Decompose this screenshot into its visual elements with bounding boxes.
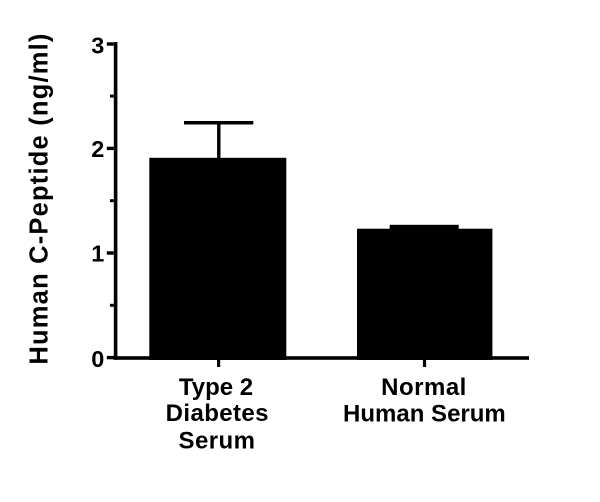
- svg-text:0: 0: [91, 346, 104, 372]
- svg-text:Human C-Peptide (ng/ml): Human C-Peptide (ng/ml): [25, 32, 53, 364]
- svg-text:1: 1: [91, 241, 104, 267]
- svg-text:3: 3: [91, 33, 104, 59]
- svg-text:Serum: Serum: [179, 428, 256, 455]
- svg-text:Type 2: Type 2: [179, 374, 253, 401]
- svg-text:Human Serum: Human Serum: [343, 401, 506, 428]
- svg-text:Normal: Normal: [381, 374, 467, 401]
- svg-text:Diabetes: Diabetes: [166, 400, 269, 427]
- svg-text:2: 2: [91, 136, 104, 162]
